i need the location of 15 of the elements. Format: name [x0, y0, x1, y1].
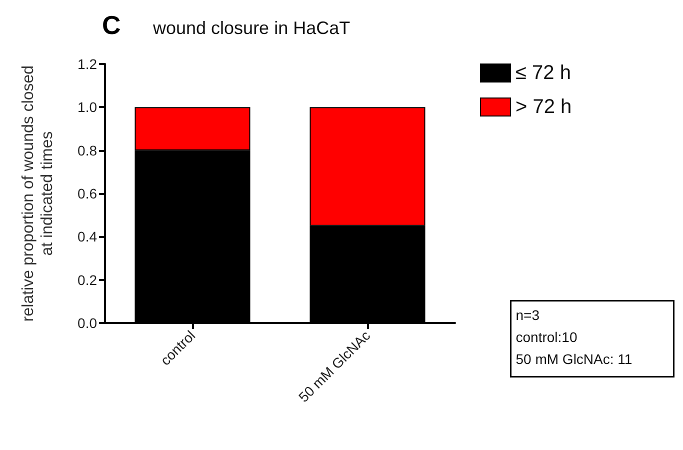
text: C [102, 10, 121, 40]
chart-title: wound closure in HaCaT [152, 18, 350, 38]
y-tick-label: 1.0 [78, 99, 98, 116]
y-tick-label: 0.4 [78, 228, 98, 245]
y-tick-label: 0.6 [78, 186, 98, 202]
text: 50 mM GlcNAc: 11 [516, 350, 632, 367]
y-axis-title: relative proportion of wounds closed at indicated times [20, 65, 56, 322]
y-tick-label: 0.0 [78, 315, 98, 331]
y-tick-label: 1.2 [78, 56, 98, 72]
y-tick-label: 0.2 [78, 272, 98, 288]
text: n=3 [516, 306, 540, 323]
y-tick-label: 0.8 [78, 142, 98, 158]
legend-label: ≤ 72 h [516, 62, 571, 84]
legend-label: > 72 h [516, 96, 572, 118]
text: control:10 [516, 328, 578, 345]
